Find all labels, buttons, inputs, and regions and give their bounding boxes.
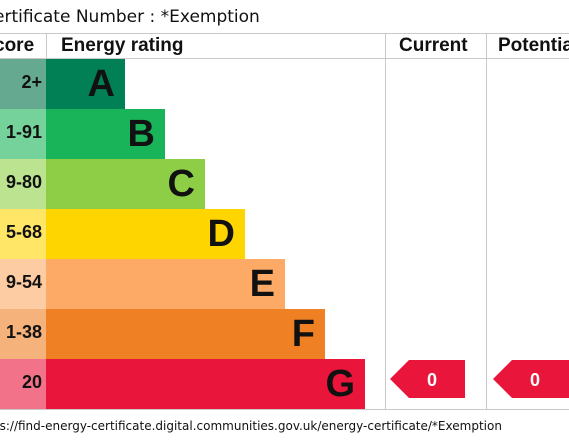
band-score-label: 5-68 [5,222,42,242]
band-score-cell: 1-91 [0,109,46,159]
band-bar-e: E [46,259,285,309]
certificate-url: ps://find-energy-certificate.digital.com… [0,419,502,433]
band-score-cell: 9-54 [0,259,46,309]
potential-column-header: Potentia [498,35,569,56]
band-row-e: 9-54 E [0,259,385,309]
current-column-divider [385,33,386,409]
table-bottom-border [0,409,569,410]
band-letter: D [207,213,235,255]
certificate-number: ertificate Number : *Exemption [0,7,260,27]
current-column-header: Current [399,35,468,56]
band-score-label: 1-91 [5,122,42,142]
current-rating-value: 0 [427,370,437,390]
potential-rating-arrow: 0 [493,360,569,398]
band-bar-g: G [46,359,365,409]
band-score-cell: 9-80 [0,159,46,209]
band-score-cell: 5-68 [0,209,46,259]
band-letter: A [87,63,115,105]
band-letter: E [249,263,275,305]
band-bar-b: B [46,109,165,159]
table-top-border [0,33,569,34]
band-score-label: 9-54 [5,272,42,292]
band-bar-c: C [46,159,205,209]
band-score-cell: 1-38 [0,309,46,359]
band-row-a: 2+ A [0,59,385,109]
band-score-cell: 2+ [0,59,46,109]
band-score-cell: 20 [0,359,46,409]
energy-rating-header: Energy rating [61,35,184,56]
band-bar-d: D [46,209,245,259]
current-rating-arrow: 0 [390,360,465,398]
potential-column-divider [486,33,487,409]
energy-rating-table: core Energy rating Current Potentia 2+A1… [0,33,569,410]
band-row-b: 1-91 B [0,109,385,159]
header-divider [0,58,569,59]
band-letter: F [291,313,315,355]
band-bar-f: F [46,309,325,359]
band-score-label: 2+ [21,72,42,92]
band-bar-a: A [46,59,125,109]
band-row-c: 9-80 C [0,159,385,209]
band-score-label: 9-80 [5,172,42,192]
potential-rating-value: 0 [530,370,540,390]
band-score-label: 1-38 [5,322,42,342]
band-letter: C [167,163,195,205]
band-score-label: 20 [21,372,42,392]
potential-arrow-shape [493,360,569,398]
score-column-header: core [0,35,35,56]
band-row-d: 5-68 D [0,209,385,259]
current-arrow-shape [390,360,465,398]
band-row-g: 20 G [0,359,385,409]
band-letter: B [127,113,155,155]
band-row-f: 1-38 F [0,309,385,359]
band-letter: G [325,363,355,405]
